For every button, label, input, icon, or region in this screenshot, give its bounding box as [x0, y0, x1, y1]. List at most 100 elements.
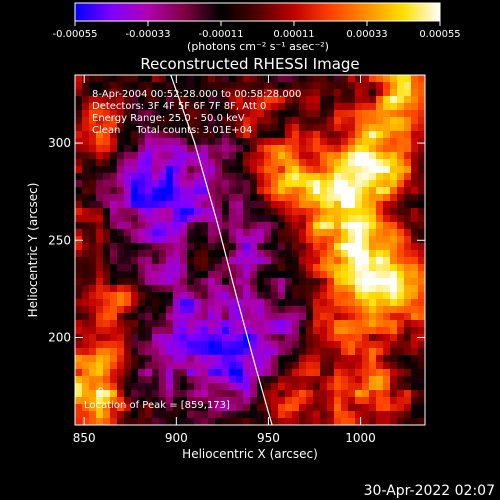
heatmap-cell — [327, 187, 335, 195]
heatmap-cell — [264, 285, 272, 293]
heatmap-cell — [215, 173, 223, 181]
heatmap-cell — [257, 285, 265, 293]
heatmap-cell — [418, 285, 425, 293]
heatmap-cell — [383, 250, 391, 258]
heatmap-cell — [299, 376, 307, 384]
heatmap-cell — [327, 362, 335, 370]
heatmap-cell — [166, 264, 174, 272]
heatmap-cell — [131, 334, 139, 342]
heatmap-cell — [341, 250, 349, 258]
heatmap-cell — [348, 243, 356, 251]
heatmap-cell — [376, 201, 384, 209]
heatmap-cell — [89, 334, 97, 342]
heatmap-cell — [362, 285, 370, 293]
heatmap-cell — [341, 271, 349, 279]
heatmap-cell — [327, 271, 335, 279]
heatmap-cell — [404, 306, 412, 314]
heatmap-cell — [264, 166, 272, 174]
heatmap-cell — [96, 320, 104, 328]
heatmap-cell — [355, 103, 363, 111]
heatmap-cell — [334, 82, 342, 90]
heatmap-cell — [201, 243, 209, 251]
heatmap-cell — [327, 348, 335, 356]
heatmap-cell — [96, 257, 104, 265]
heatmap-cell — [124, 173, 132, 181]
heatmap-cell — [313, 166, 321, 174]
heatmap-cell — [229, 390, 237, 398]
heatmap-cell — [229, 138, 237, 146]
heatmap-cell — [215, 257, 223, 265]
heatmap-cell — [362, 110, 370, 118]
heatmap-cell — [404, 222, 412, 230]
heatmap-cell — [383, 82, 391, 90]
heatmap-cell — [327, 166, 335, 174]
heatmap-cell — [334, 264, 342, 272]
heatmap-cell — [411, 103, 419, 111]
heatmap-cell — [236, 89, 244, 97]
heatmap-cell — [369, 138, 377, 146]
heatmap-cell — [418, 103, 425, 111]
heatmap-cell — [138, 152, 146, 160]
heatmap-cell — [110, 194, 118, 202]
heatmap-cell — [390, 299, 398, 307]
heatmap-cell — [159, 215, 167, 223]
heatmap-cell — [348, 166, 356, 174]
heatmap-cell — [82, 110, 90, 118]
heatmap-cell — [369, 376, 377, 384]
heatmap-cell — [404, 348, 412, 356]
heatmap-cell — [201, 362, 209, 370]
heatmap-cell — [152, 327, 160, 335]
heatmap-cell — [390, 103, 398, 111]
heatmap-cell — [250, 82, 258, 90]
heatmap-cell — [243, 138, 251, 146]
heatmap-cell — [208, 243, 216, 251]
heatmap-cell — [285, 229, 293, 237]
heatmap-cell — [173, 173, 181, 181]
heatmap-cell — [194, 306, 202, 314]
heatmap-cell — [152, 166, 160, 174]
heatmap-cell — [320, 383, 328, 391]
heatmap-cell — [348, 180, 356, 188]
heatmap-cell — [96, 397, 104, 405]
heatmap-cell — [124, 89, 132, 97]
y-tick-label: 300 — [48, 136, 71, 150]
heatmap-cell — [159, 292, 167, 300]
heatmap-cell — [166, 201, 174, 209]
heatmap-cell — [320, 355, 328, 363]
heatmap-cell — [222, 166, 230, 174]
heatmap-cell — [215, 299, 223, 307]
heatmap-cell — [180, 159, 188, 167]
heatmap-cell — [285, 306, 293, 314]
heatmap-cell — [264, 131, 272, 139]
heatmap-cell — [369, 341, 377, 349]
heatmap-cell — [89, 362, 97, 370]
heatmap-cell — [124, 355, 132, 363]
heatmap-cell — [404, 313, 412, 321]
heatmap-cell — [264, 376, 272, 384]
heatmap-cell — [138, 299, 146, 307]
heatmap-cell — [110, 285, 118, 293]
heatmap-cell — [110, 355, 118, 363]
heatmap-cell — [187, 306, 195, 314]
heatmap-cell — [418, 173, 425, 181]
heatmap-cell — [82, 390, 90, 398]
heatmap-cell — [334, 271, 342, 279]
heatmap-cell — [397, 397, 405, 405]
heatmap-cell — [348, 208, 356, 216]
heatmap-cell — [383, 208, 391, 216]
heatmap-cell — [145, 411, 153, 419]
heatmap-cell — [243, 411, 251, 419]
x-tick-label: 950 — [257, 431, 280, 445]
heatmap-cell — [257, 369, 265, 377]
heatmap-cell — [110, 110, 118, 118]
heatmap-cell — [299, 110, 307, 118]
heatmap-cell — [166, 362, 174, 370]
heatmap-cell — [243, 243, 251, 251]
heatmap-cell — [369, 201, 377, 209]
heatmap-cell — [96, 82, 104, 90]
heatmap-cell — [404, 390, 412, 398]
heatmap-cell — [306, 243, 314, 251]
heatmap-cell — [292, 201, 300, 209]
heatmap-cell — [208, 376, 216, 384]
heatmap-cell — [355, 411, 363, 419]
